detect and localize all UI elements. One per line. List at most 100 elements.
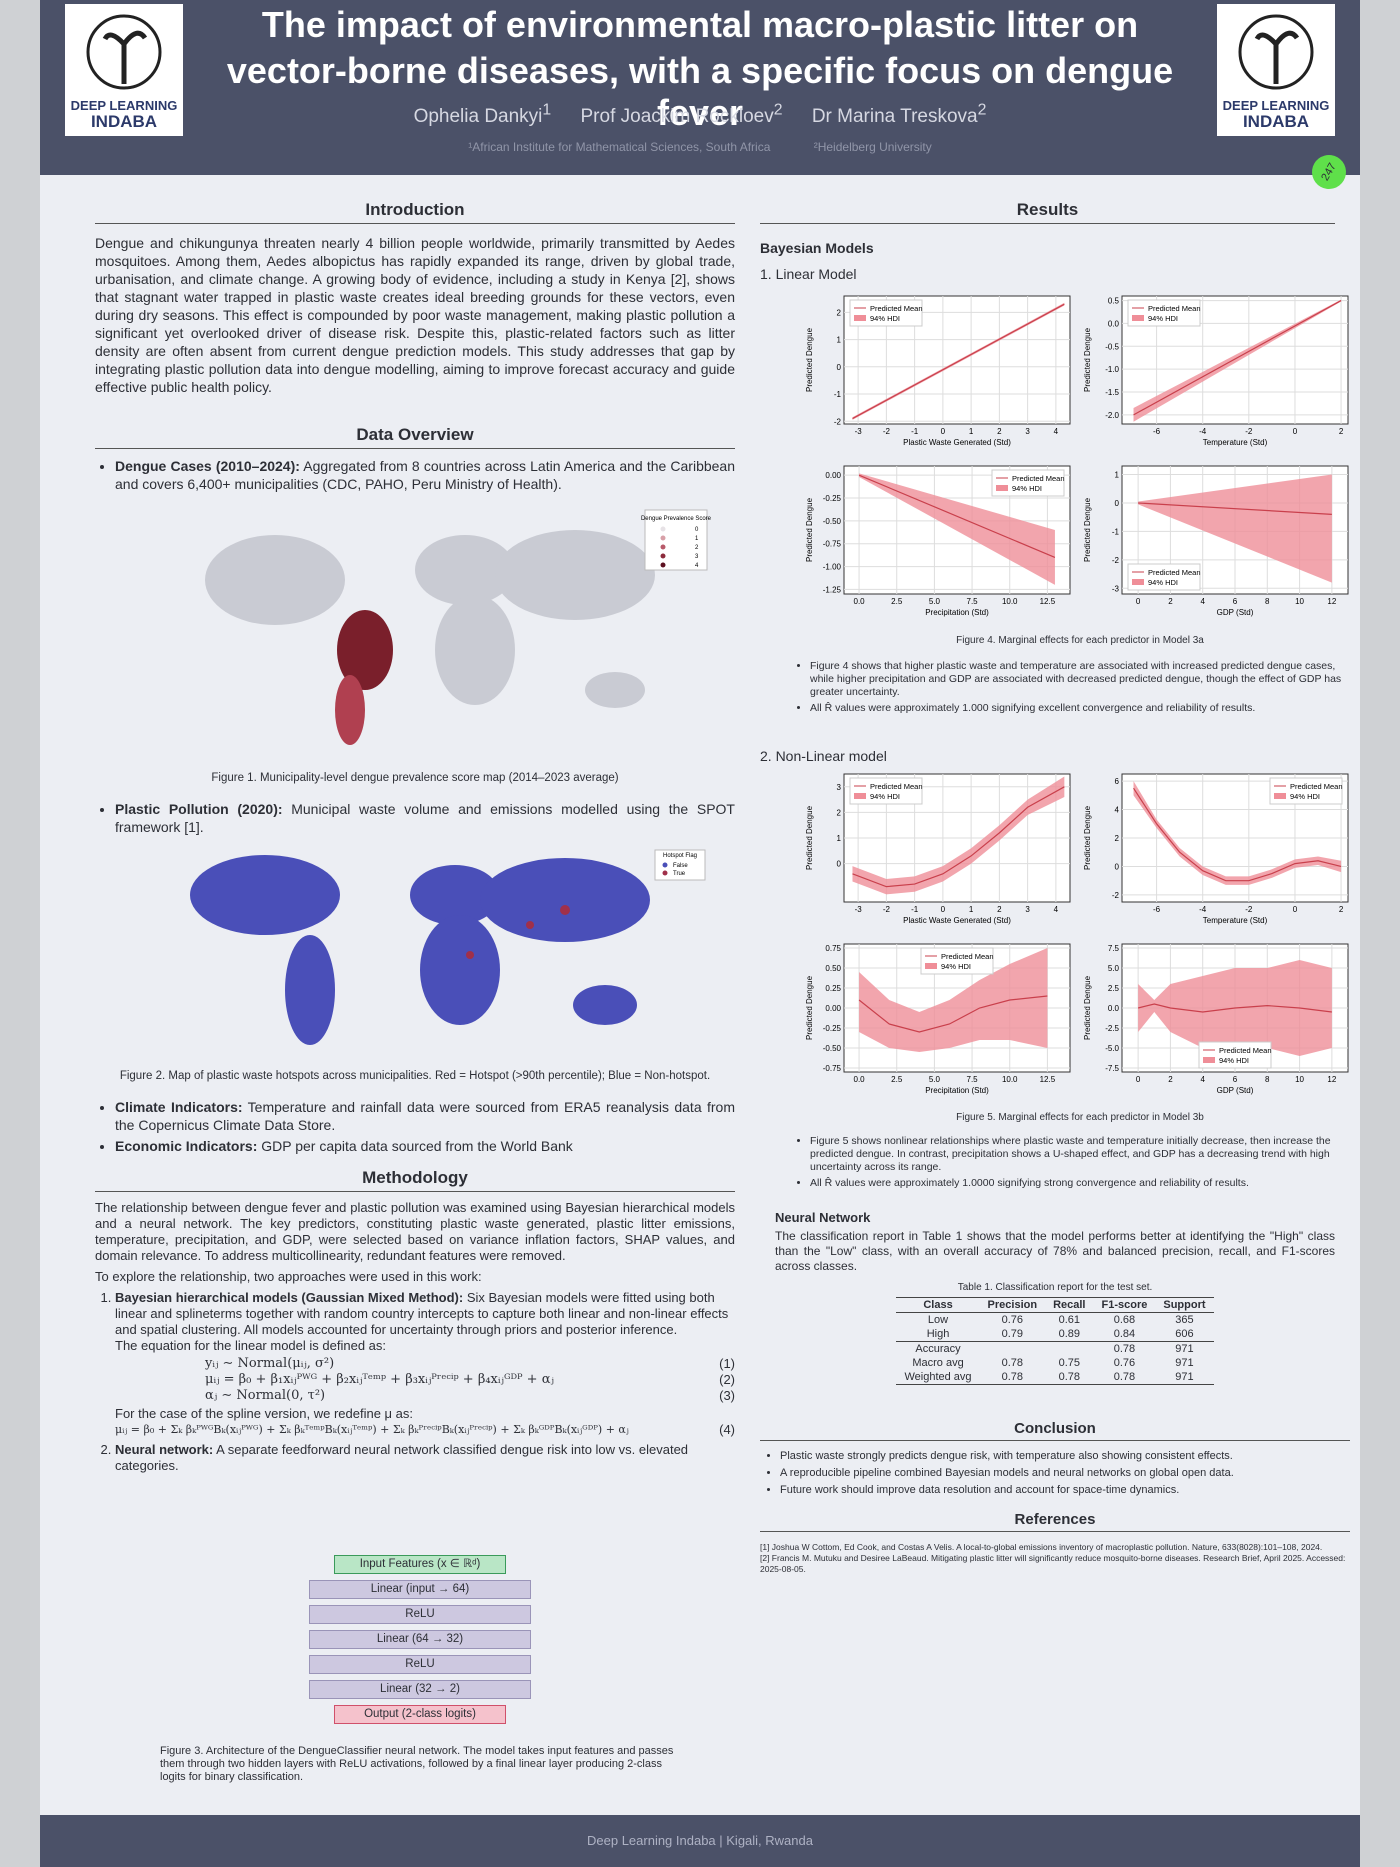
cell: 971 [1175, 1343, 1194, 1355]
y-tick-label: 2.5 [1108, 984, 1120, 993]
cell: Macro avg [912, 1357, 964, 1369]
logo: DEEP LEARNING INDABA [65, 4, 183, 136]
x-tick-label: 2 [1168, 597, 1173, 606]
x-tick-label: -3 [855, 427, 863, 436]
cell [1045, 1342, 1093, 1357]
cell: 0.79 [1001, 1328, 1024, 1340]
y-axis-label: Predicted Dengue [805, 497, 814, 562]
cell: 0.78 [1001, 1371, 1024, 1383]
y-tick-label: 0.00 [825, 1004, 841, 1013]
legend-box [1127, 563, 1201, 591]
paragraph: The classification report in Table 1 sho… [775, 1229, 1335, 1273]
x-tick-label: 10 [1295, 1075, 1304, 1084]
list-item: All R̂ values were approximately 1.0000 … [810, 1177, 1360, 1190]
cell: 0.76 [1001, 1314, 1024, 1326]
y-axis-label: Predicted Dengue [805, 975, 814, 1040]
nn-layer: Linear (input → 64) [309, 1580, 531, 1599]
item-text: GDP per capita data sourced from the Wor… [261, 1138, 573, 1154]
table-row: Weighted avg 0.78 0.78 0.78 971 [896, 1370, 1213, 1385]
poster: DEEP LEARNING INDABA DEEP LEARNING INDAB… [40, 0, 1360, 1867]
list-item: Bayesian hierarchical models (Gaussian M… [115, 1290, 735, 1438]
author: Ophelia Dankyi1 [413, 102, 552, 128]
legend-swatch [662, 862, 668, 868]
y-tick-label: -2 [834, 417, 842, 426]
author: Prof Joackim Rockloev2 [580, 102, 783, 128]
y-tick-label: 0.75 [825, 944, 841, 953]
table-row: High 0.79 0.89 0.84 606 [896, 1327, 1213, 1342]
y-tick-label: -1.25 [823, 585, 842, 594]
methodology: Methodology The relationship between den… [95, 1168, 735, 1477]
hdi-band [1133, 781, 1342, 885]
x-tick-label: 10.0 [1002, 1075, 1018, 1084]
header-cell: Support [1163, 1299, 1206, 1311]
legend-label: Predicted Mean [1290, 782, 1343, 791]
hdi-band [1138, 474, 1332, 583]
equation-number: (1) [719, 1356, 735, 1371]
plot-grid: -3 -2 -1 0 1 2 3 4 0 1 2 3 Predicted Mean 94% HDI Plas… [800, 768, 1360, 1108]
equation: yᵢⱼ ∼ Normal(μᵢⱼ, σ²) [205, 1356, 335, 1371]
map: Hotspot Flag False True [190, 849, 706, 1045]
list-item: Figure 5 shows nonlinear relationships w… [810, 1135, 1360, 1174]
nn-layer: Output (2-class logits) [334, 1705, 506, 1724]
item-label: Plastic Pollution (2020): [115, 801, 283, 817]
legend-swatch [854, 793, 866, 799]
author-name: Ophelia Dankyi [413, 106, 543, 128]
x-tick-label: 1 [969, 427, 974, 436]
item-text: Aggregated from 8 countries across Latin… [115, 458, 736, 492]
section-heading: References [760, 1511, 1350, 1532]
list-item: A reproducible pipeline combined Bayesia… [780, 1466, 1350, 1480]
figure-caption: Figure 3. Architecture of the DengueClas… [160, 1745, 674, 1783]
y-tick-label: 0.00 [825, 471, 841, 480]
logo-icon [86, 14, 162, 90]
y-tick-label: -0.50 [823, 517, 842, 526]
mean-line [852, 303, 1065, 420]
title: The impact of environmental macro-plasti… [261, 4, 1139, 45]
x-axis-label: Precipitation (Std) [925, 608, 989, 617]
nn-layer: Linear (32 → 2) [309, 1680, 531, 1699]
y-tick-label: -2.5 [1105, 1024, 1119, 1033]
x-tick-label: 5.0 [929, 1075, 941, 1084]
x-tick-label: -2 [883, 905, 891, 914]
legend-label: True [673, 871, 686, 877]
y-tick-label: 0 [1115, 862, 1120, 871]
legend-label: Predicted Mean [870, 782, 923, 791]
item-label: Bayesian hierarchical models (Gaussian M… [115, 1290, 464, 1305]
legend-label: Predicted Mean [1148, 304, 1201, 313]
paragraph: Dengue and chikungunya threaten nearly 4… [95, 235, 735, 395]
nn-layer: ReLU [309, 1605, 531, 1624]
cell: 0.78 [1113, 1371, 1136, 1383]
x-tick-label: -1 [911, 905, 919, 914]
legend-label: 94% HDI [870, 792, 900, 801]
x-tick-label: 0.0 [854, 597, 866, 606]
x-tick-label: -2 [1245, 905, 1253, 914]
authors: Ophelia Dankyi1 Prof Joackim Rockloev2 D… [220, 102, 1180, 128]
legend-swatch [1132, 315, 1144, 321]
cell: 0.89 [1058, 1328, 1080, 1340]
legend-label: 2 [695, 545, 699, 551]
cell: 606 [1175, 1328, 1194, 1340]
y-tick-label: -1.5 [1105, 388, 1119, 397]
reference: [1] Joshua W Cottom, Ed Cook, and Costas… [760, 1542, 1323, 1552]
subheading: Bayesian Models [760, 240, 874, 256]
table-row: Accuracy 0.78 971 [896, 1341, 1214, 1357]
legend-swatch [996, 485, 1008, 491]
legend-swatch [662, 870, 668, 876]
y-tick-label: 0 [837, 860, 842, 869]
item-label: Neural network: [115, 1442, 214, 1457]
author-name: Prof Joackim Rockloev [580, 106, 774, 128]
cell [980, 1342, 1046, 1357]
author-sup: 1 [542, 102, 552, 119]
plastic-item: Plastic Pollution (2020): Municipal wast… [95, 800, 735, 839]
author-name: Dr Marina Treskova [811, 106, 978, 128]
nn-layer: ReLU [309, 1655, 531, 1674]
list-item: Future work should improve data resoluti… [780, 1483, 1350, 1497]
legend-label: 94% HDI [870, 314, 900, 323]
logo: DEEP LEARNING INDABA [1217, 4, 1335, 136]
legend-label: 94% HDI [1012, 484, 1042, 493]
item-text: Six Bayesian models were fitted using bo… [115, 1290, 729, 1337]
x-tick-label: 2.5 [891, 1075, 903, 1084]
x-tick-label: -4 [1199, 905, 1207, 914]
cell: 365 [1175, 1314, 1194, 1326]
